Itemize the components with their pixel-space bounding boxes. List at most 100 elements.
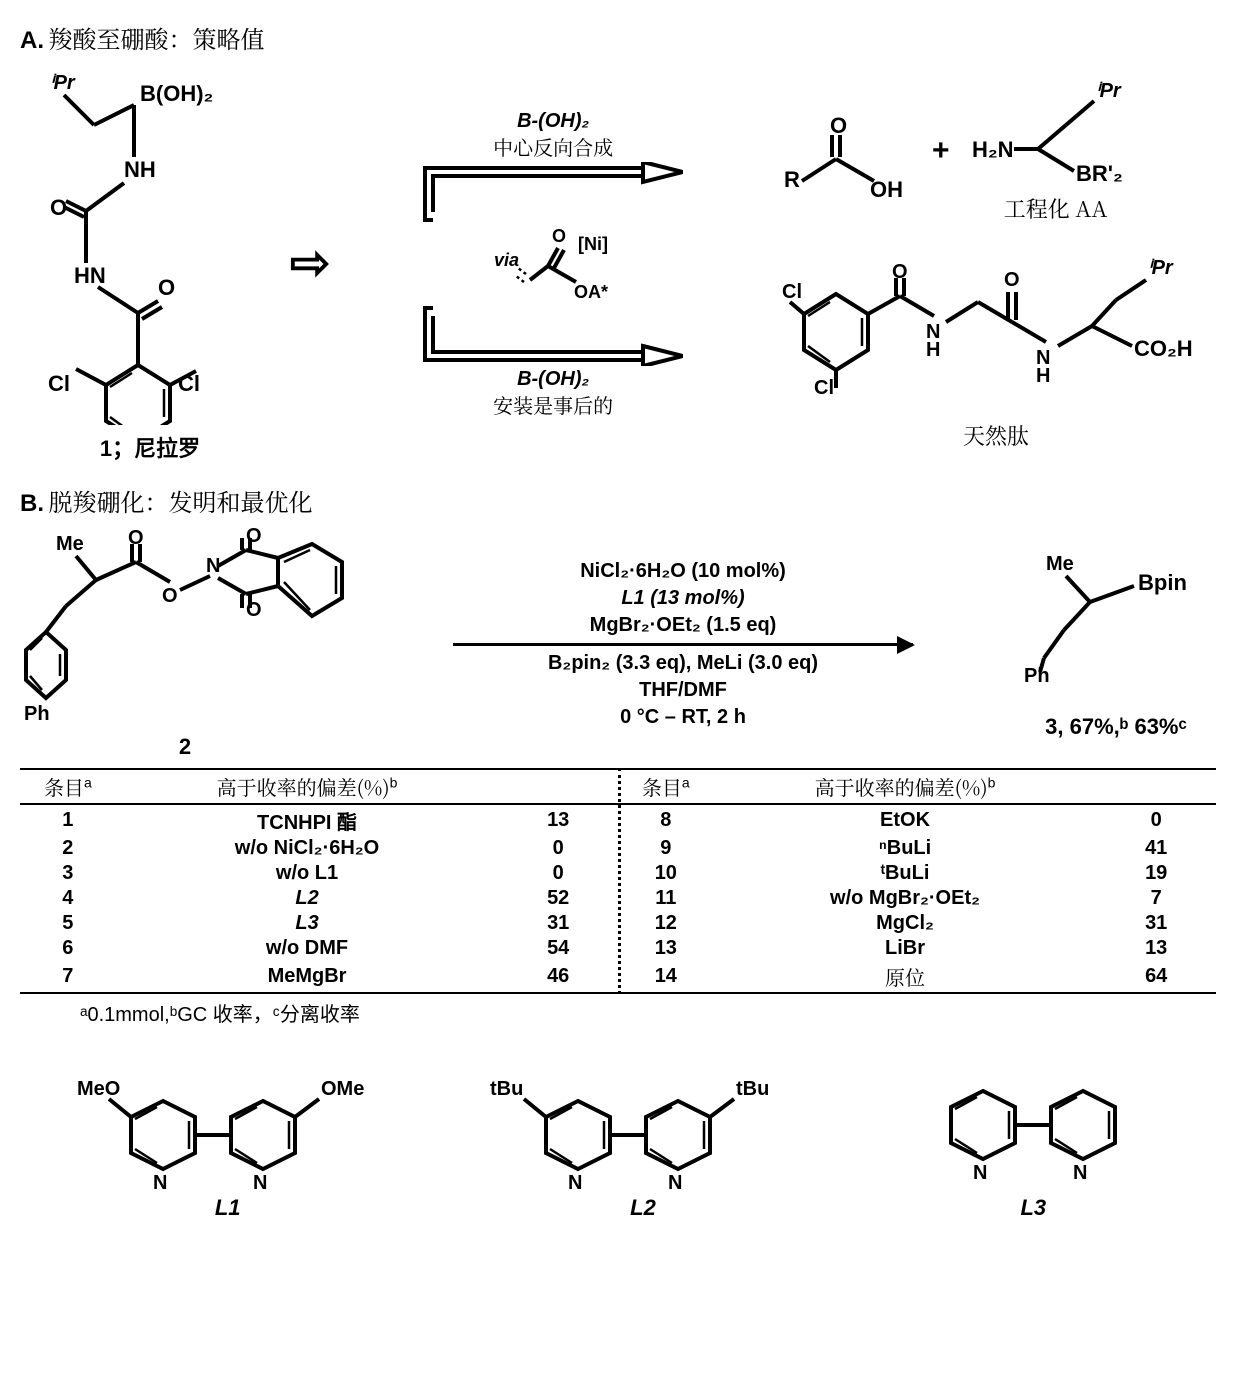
table-cell: 14 bbox=[618, 961, 714, 993]
table-cell: LiBr bbox=[714, 936, 1097, 961]
compound-3: Me Bpin Ph 3, 67%,ᵇ 63%ᶜ bbox=[1016, 548, 1216, 740]
bottom-branch-text: 安装是事后的 bbox=[493, 390, 613, 419]
svg-text:B(OH)₂: B(OH)₂ bbox=[140, 81, 213, 106]
svg-text:HN: HN bbox=[74, 263, 106, 288]
table-cell: 6 bbox=[20, 936, 116, 961]
table-cell: 64 bbox=[1096, 961, 1216, 993]
cond-line-1: NiCl₂·6H₂O (10 mol%) bbox=[453, 558, 913, 585]
svg-text:CO₂H: CO₂H bbox=[1134, 336, 1193, 361]
compound-1-caption: 1；尼拉罗 bbox=[100, 431, 200, 463]
top-branch-formula: B-(OH)₂ bbox=[517, 110, 589, 132]
bottom-branch: B-(OH)₂ 安装是事后的 bbox=[340, 306, 766, 420]
svg-text:ⁱPr: ⁱPr bbox=[1148, 257, 1174, 279]
plus-icon: + bbox=[932, 134, 950, 168]
reaction-arrow-icon bbox=[453, 643, 913, 646]
table-cell: EtOK bbox=[714, 804, 1097, 836]
cond-line-5: THF/DMF bbox=[453, 677, 913, 704]
table-cell: ⁿBuLi bbox=[714, 836, 1097, 861]
svg-text:Bpin: Bpin bbox=[1138, 570, 1187, 595]
top-branch: B-(OH)₂ 中心反向合成 bbox=[340, 108, 766, 222]
svg-text:H: H bbox=[926, 339, 940, 361]
panel-b-header: B. 脱羧硼化：发明和最优化 bbox=[20, 483, 1216, 518]
svg-text:tBu: tBu bbox=[736, 1078, 769, 1100]
svg-text:O: O bbox=[552, 226, 566, 246]
ligand-l1: N MeO N OMe L1 bbox=[73, 1041, 383, 1221]
boronate-aa-structure: ⁱPr H₂N BR'₂ bbox=[966, 77, 1146, 187]
cond-line-2: L1 (13 mol%) bbox=[621, 587, 744, 609]
table-cell: 10 bbox=[618, 861, 714, 886]
cond-line-4: B₂pin₂ (3.3 eq), MeLi (3.0 eq) bbox=[453, 650, 913, 677]
eng-aa-caption: 工程化 AA bbox=[1004, 193, 1107, 224]
table-divider-icon bbox=[618, 768, 621, 994]
svg-text:tBu: tBu bbox=[490, 1078, 523, 1100]
svg-text:Cl: Cl bbox=[782, 281, 802, 303]
table-cell: 41 bbox=[1096, 836, 1216, 861]
table-cell: w/o L1 bbox=[116, 861, 499, 886]
svg-text:H₂N: H₂N bbox=[972, 137, 1014, 162]
table-cell: 13 bbox=[1096, 936, 1216, 961]
l3-label: L3 bbox=[903, 1195, 1163, 1221]
top-branch-text: 中心反向合成 bbox=[493, 132, 613, 161]
table-cell: 原位 bbox=[714, 961, 1097, 993]
reaction-conditions: NiCl₂·6H₂O (10 mol%) L1 (13 mol%) MgBr₂·… bbox=[453, 558, 913, 731]
svg-text:N: N bbox=[253, 1172, 267, 1191]
svg-text:N: N bbox=[973, 1162, 987, 1184]
svg-text:O: O bbox=[158, 275, 175, 300]
svg-text:N: N bbox=[153, 1172, 167, 1191]
panel-b: B. 脱羧硼化：发明和最优化 Me Ph O O N bbox=[20, 483, 1216, 1221]
table-cell: 12 bbox=[618, 911, 714, 936]
svg-text:O: O bbox=[162, 585, 178, 607]
table-cell: 13 bbox=[498, 804, 618, 836]
svg-text:MeO: MeO bbox=[77, 1078, 120, 1100]
table-cell: 9 bbox=[618, 836, 714, 861]
scheme-a: ⁱPr B(OH)₂ NH O HN O bbox=[20, 65, 1216, 463]
table-cell: 5 bbox=[20, 911, 116, 936]
branch-arrow-bottom-icon bbox=[423, 306, 683, 366]
native-peptide-structure: Cl Cl O N H O N H bbox=[776, 244, 1216, 414]
l2-label: L2 bbox=[488, 1195, 798, 1221]
svg-text:N: N bbox=[668, 1172, 682, 1191]
table-cell: 0 bbox=[498, 861, 618, 886]
table-cell: 46 bbox=[498, 961, 618, 993]
compound-2-structure: Me Ph O O N O O bbox=[20, 528, 350, 728]
aryl-ring-1 bbox=[106, 365, 170, 425]
panel-b-label: B. bbox=[20, 490, 44, 517]
table-cell: 13 bbox=[618, 936, 714, 961]
table-cell: 31 bbox=[1096, 911, 1216, 936]
svg-text:OH: OH bbox=[870, 177, 903, 201]
svg-text:NH: NH bbox=[124, 157, 156, 182]
svg-text:ⁱPr: ⁱPr bbox=[1096, 80, 1122, 102]
products-column: R O OH + ⁱPr H₂N BR'₂ bbox=[776, 77, 1216, 451]
svg-text:H: H bbox=[1036, 365, 1050, 387]
ligand-l3: N N L3 bbox=[903, 1041, 1163, 1221]
table-cell: ᵗBuLi bbox=[714, 861, 1097, 886]
cond-line-3: MgBr₂·OEt₂ (1.5 eq) bbox=[453, 612, 913, 639]
optimization-table: 条目a 高于收率的偏差(%)b 条目a 高于收率的偏差(%)b 1TCNHPI … bbox=[20, 768, 1216, 994]
svg-text:Ph: Ph bbox=[24, 703, 50, 725]
table-cell: 52 bbox=[498, 886, 618, 911]
table-cell: 7 bbox=[1096, 886, 1216, 911]
scheme-b: Me Ph O O N O O bbox=[20, 528, 1216, 760]
table-cell: 2 bbox=[20, 836, 116, 861]
th-entry-r: 条目 bbox=[642, 772, 682, 801]
table-cell: MgCl₂ bbox=[714, 911, 1097, 936]
svg-text:OA*: OA* bbox=[574, 282, 608, 302]
table-cell: 11 bbox=[618, 886, 714, 911]
ligand-l2-structure: N tBu N tBu bbox=[488, 1041, 798, 1191]
svg-text:N: N bbox=[1073, 1162, 1087, 1184]
compound-2-label: 2 bbox=[179, 734, 191, 759]
th-dev-r: 高于收率的偏差(%) bbox=[815, 772, 988, 801]
panel-a-title: 羧酸至硼酸：策略值 bbox=[48, 20, 264, 55]
table-cell: L2 bbox=[116, 886, 499, 911]
native-peptide-caption: 天然肽 bbox=[963, 420, 1029, 451]
top-products: R O OH + ⁱPr H₂N BR'₂ bbox=[776, 77, 1216, 224]
panel-a-header: A. 羧酸至硼酸：策略值 bbox=[20, 20, 1216, 55]
svg-text:Cl: Cl bbox=[48, 371, 70, 396]
via-label: via bbox=[494, 250, 519, 270]
ligands-row: N MeO N OMe L1 N tBu bbox=[20, 1041, 1216, 1221]
ligand-l3-structure: N N bbox=[903, 1041, 1163, 1191]
rcooh-structure: R O OH bbox=[776, 101, 916, 201]
table-cell: 0 bbox=[498, 836, 618, 861]
panel-a: A. 羧酸至硼酸：策略值 ⁱPr B(OH)₂ NH O HN O bbox=[20, 20, 1216, 463]
svg-text:OMe: OMe bbox=[321, 1078, 364, 1100]
